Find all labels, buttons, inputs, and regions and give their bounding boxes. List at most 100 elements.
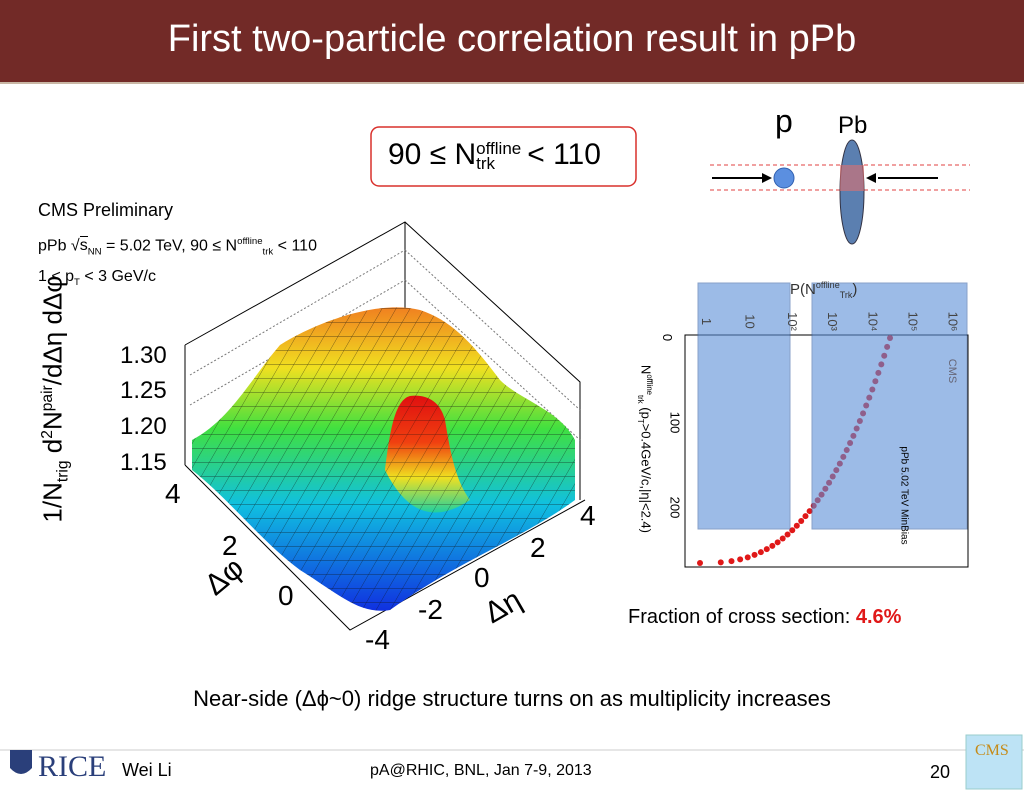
- info1: pPb √sNN = 5.02 TeV, 90 ≤ Nofflinetrk < …: [38, 236, 317, 258]
- text: P(N: [790, 281, 816, 298]
- text: 1 < p: [38, 268, 75, 285]
- text: ): [852, 281, 858, 298]
- rice-logo: RICE: [38, 750, 107, 783]
- side-tick: 0: [660, 333, 676, 342]
- text: 4.6%: [855, 606, 902, 628]
- text: < 3 GeV/c: [79, 268, 156, 285]
- side-tick: 100: [667, 411, 683, 434]
- p-label: p: [775, 103, 793, 139]
- text: Trk: [839, 290, 853, 300]
- text: dΔη dΔφ: [37, 275, 68, 379]
- pb-label: Pb: [838, 112, 868, 139]
- top-tick: 10⁴: [865, 311, 881, 332]
- text: N: [37, 482, 68, 501]
- point: [793, 522, 800, 529]
- point: [763, 546, 770, 553]
- deta-tick: -4: [365, 624, 390, 655]
- top-tick: 1: [699, 317, 715, 326]
- top-tick: 10³: [824, 312, 840, 331]
- text: >0.4GeV/c,|η|<2.4): [638, 423, 654, 533]
- event: pA@RHIC, BNL, Jan 7-9, 2013: [370, 762, 592, 779]
- point: [789, 527, 796, 534]
- z-label: 1/Ntrig d2Npair/dΔη dΔφ: [37, 275, 72, 523]
- point: [784, 531, 791, 538]
- text: trk: [262, 246, 274, 258]
- text: d: [37, 438, 68, 454]
- box-3d: [184, 221, 586, 631]
- author: Wei Li: [122, 760, 172, 780]
- text: < 110: [273, 237, 317, 255]
- title: First two-particle correlation result in…: [167, 18, 857, 60]
- title-bar: [0, 0, 1024, 84]
- point: [744, 554, 751, 561]
- text: trk: [476, 154, 496, 174]
- deta-tick: 0: [474, 562, 490, 593]
- deta-tick: -2: [418, 594, 443, 625]
- top-tick: 10²: [784, 312, 800, 331]
- dist-cms: CMS: [946, 358, 959, 384]
- page-number: 20: [930, 762, 951, 782]
- point: [757, 549, 764, 556]
- caption: Near-side (Δϕ~0) ridge structure turns o…: [193, 686, 831, 711]
- text: N: [638, 364, 654, 375]
- point: [751, 551, 758, 558]
- dphi-tick: 0: [278, 580, 294, 611]
- experiment: CMS Preliminary: [38, 200, 174, 220]
- dist-legend: pPb 5.02 TeV MinBias: [898, 446, 910, 545]
- side-tick: 200: [667, 496, 683, 519]
- dphi-tick: 4: [165, 478, 181, 509]
- fraction: Fraction of cross section: 4.6%: [628, 606, 901, 629]
- top-tick: 10: [742, 314, 758, 329]
- point: [769, 542, 776, 549]
- z-tick: 1.25: [120, 377, 167, 404]
- text: 1: [37, 508, 68, 523]
- text: = 5.02 TeV, 90 ≤ N: [101, 237, 238, 255]
- text: 2: [38, 430, 56, 439]
- text: trk: [636, 394, 646, 404]
- text: offline: [476, 138, 522, 158]
- text: Fraction of cross section:: [628, 606, 856, 628]
- collision-diagram: [710, 139, 970, 245]
- cms-logo: CMS: [975, 742, 1009, 759]
- top-tick: 10⁶: [945, 311, 961, 332]
- point: [779, 535, 786, 542]
- rice-shield: [10, 750, 32, 774]
- deta-tick: 2: [530, 532, 546, 563]
- text: s: [79, 236, 88, 255]
- point: [737, 556, 744, 563]
- point: [798, 518, 805, 525]
- z-tick: 1.15: [120, 449, 167, 476]
- selection-label: 90 ≤ Noffline trk < 110: [388, 138, 601, 172]
- point: [697, 560, 703, 566]
- distribution-plot: [684, 282, 969, 568]
- text: offline: [815, 280, 840, 290]
- text: 90 ≤ N: [388, 138, 477, 171]
- text: pair: [38, 385, 56, 412]
- selection-frame: [370, 126, 637, 187]
- dist-side-label: Nofflinetrk (pT>0.4GeV/c,|η|<2.4): [636, 339, 654, 559]
- point: [774, 539, 781, 546]
- dphi-tick: 2: [222, 530, 238, 561]
- text: (p: [638, 403, 654, 419]
- correlation-surface: [192, 307, 575, 611]
- deta-tick: 4: [580, 500, 596, 531]
- top-tick: 10⁵: [905, 311, 921, 332]
- z-tick: 1.20: [120, 413, 167, 440]
- text: trig: [54, 460, 72, 483]
- point: [717, 559, 724, 566]
- text: pPb: [38, 237, 71, 255]
- text: N: [37, 411, 68, 431]
- text: offline: [237, 236, 263, 247]
- text: < 110: [527, 138, 601, 171]
- info2: 1 < pT < 3 GeV/c: [38, 268, 156, 288]
- point: [806, 508, 813, 515]
- z-tick: 1.30: [120, 342, 167, 369]
- cms-logo-bg: [965, 734, 1023, 790]
- dist-top-label: P(NofflineTrk): [790, 280, 857, 300]
- text: T: [74, 277, 80, 289]
- text: offline: [644, 374, 654, 395]
- point: [802, 513, 809, 520]
- text: NN: [87, 246, 102, 258]
